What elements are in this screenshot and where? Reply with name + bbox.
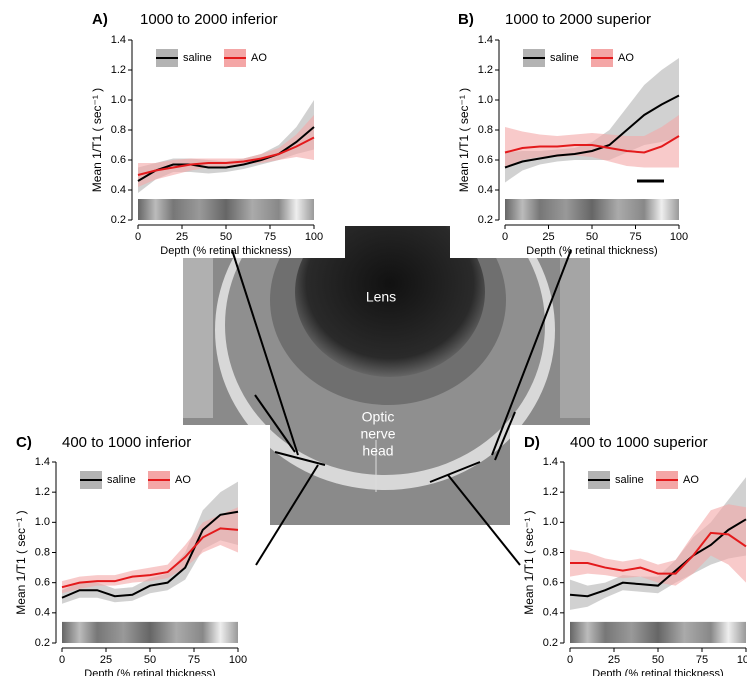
confidence-band [138, 115, 314, 187]
x-axis-label: Depth (% retinal thickness) [160, 245, 291, 257]
x-tick-label: 25 [100, 654, 112, 666]
x-tick-label: 0 [135, 231, 141, 243]
x-tick-label: 75 [264, 231, 276, 243]
y-tick-label: 0.6 [35, 577, 50, 589]
confidence-band [570, 504, 746, 586]
y-axis-label: Mean 1/T1 ( sec⁻¹ ) [90, 88, 104, 192]
x-tick-label: 0 [567, 654, 573, 666]
y-tick-label: 1.2 [111, 64, 126, 76]
x-tick-label: 25 [176, 231, 188, 243]
panel-label: B) [458, 11, 474, 28]
chart-title: 400 to 1000 superior [570, 434, 708, 451]
x-tick-label: 0 [502, 231, 508, 243]
confidence-band [62, 507, 238, 594]
x-axis-label: Depth (% retinal thickness) [526, 245, 657, 257]
legend-label: saline [107, 474, 136, 486]
series-line [504, 94, 680, 169]
x-tick-label: 75 [696, 654, 708, 666]
y-tick-label: 0.2 [543, 637, 558, 649]
series-line [570, 531, 747, 575]
pointer-lines [231, 249, 572, 566]
legend-label: AO [175, 474, 191, 486]
y-tick-label: 0.6 [478, 154, 493, 166]
y-tick-label: 1.4 [543, 456, 558, 468]
x-tick-label: 75 [188, 654, 200, 666]
y-tick-label: 1.2 [35, 486, 50, 498]
image-label: Lens [366, 289, 396, 305]
x-tick-label: 75 [629, 231, 641, 243]
series-line [569, 518, 747, 598]
y-tick-label: 0.8 [543, 546, 558, 558]
chart-title: 1000 to 2000 inferior [140, 11, 278, 28]
x-tick-label: 50 [586, 231, 598, 243]
series-line [504, 135, 680, 154]
y-tick-label: 1.0 [111, 94, 126, 106]
x-tick-label: 25 [608, 654, 620, 666]
x-tick-label: 25 [542, 231, 554, 243]
y-tick-label: 0.8 [478, 124, 493, 136]
image-label: head [362, 443, 393, 459]
legend-label: saline [550, 52, 579, 64]
y-tick-label: 0.2 [35, 637, 50, 649]
y-axis-label: Mean 1/T1 ( sec⁻¹ ) [457, 88, 471, 192]
y-tick-label: 0.8 [111, 124, 126, 136]
y-tick-label: 1.0 [35, 516, 50, 528]
image-label: nerve [360, 426, 395, 442]
y-tick-label: 1.4 [35, 456, 50, 468]
panel-label: C) [16, 434, 32, 451]
chart-title: 400 to 1000 inferior [62, 434, 191, 451]
tissue-strip [62, 621, 238, 643]
legend-label: AO [618, 52, 634, 64]
x-tick-label: 100 [737, 654, 747, 666]
y-tick-label: 0.4 [35, 607, 50, 619]
y-tick-label: 1.2 [543, 486, 558, 498]
x-tick-label: 50 [220, 231, 232, 243]
confidence-band [505, 115, 679, 168]
tissue-strip [570, 621, 746, 643]
y-tick-label: 1.0 [543, 516, 558, 528]
panel-label: A) [92, 11, 108, 28]
panel-label: D) [524, 434, 540, 451]
y-axis-label: Mean 1/T1 ( sec⁻¹ ) [522, 510, 536, 614]
y-tick-label: 1.0 [478, 94, 493, 106]
tissue-strip [138, 199, 314, 220]
series-line [61, 527, 239, 589]
y-tick-label: 1.2 [478, 64, 493, 76]
x-tick-label: 100 [670, 231, 688, 243]
y-tick-label: 0.8 [35, 546, 50, 558]
legend-label: AO [683, 474, 699, 486]
tissue-strip [505, 199, 679, 220]
chart-title: 1000 to 2000 superior [505, 11, 651, 28]
x-axis-label: Depth (% retinal thickness) [592, 668, 723, 676]
y-tick-label: 0.4 [543, 607, 558, 619]
y-tick-label: 0.6 [543, 577, 558, 589]
series-line [137, 136, 315, 176]
x-tick-label: 50 [144, 654, 156, 666]
y-tick-label: 1.4 [111, 34, 126, 46]
mri-image [183, 226, 590, 525]
y-tick-label: 0.6 [111, 154, 126, 166]
x-tick-label: 0 [59, 654, 65, 666]
series-line [137, 126, 315, 182]
legend-label: saline [615, 474, 644, 486]
x-tick-label: 100 [305, 231, 323, 243]
y-tick-label: 1.4 [478, 34, 493, 46]
y-tick-label: 0.2 [478, 214, 493, 226]
legend-label: AO [251, 52, 267, 64]
y-tick-label: 0.4 [478, 184, 493, 196]
y-tick-label: 0.4 [111, 184, 126, 196]
y-tick-label: 0.2 [111, 214, 126, 226]
image-label: Optic [362, 409, 395, 425]
series-line [61, 510, 239, 599]
x-tick-label: 50 [652, 654, 664, 666]
x-axis-label: Depth (% retinal thickness) [84, 668, 215, 676]
x-tick-label: 100 [229, 654, 247, 666]
y-axis-label: Mean 1/T1 ( sec⁻¹ ) [14, 510, 28, 614]
legend-label: saline [183, 52, 212, 64]
